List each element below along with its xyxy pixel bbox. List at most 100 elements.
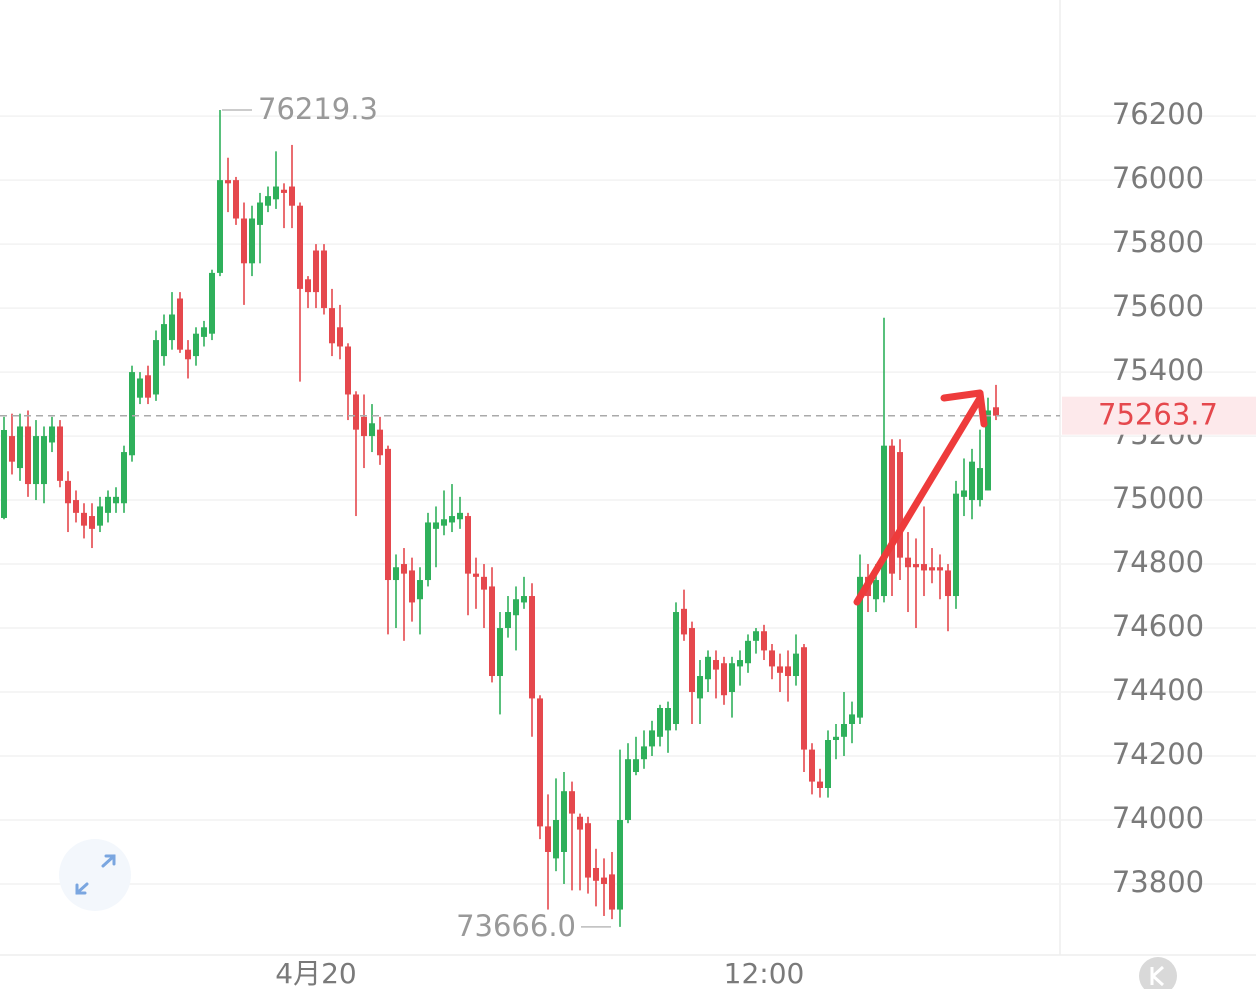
candle-body [825, 740, 831, 788]
candle-body [201, 327, 207, 337]
candle-body [929, 567, 935, 571]
candle-body [873, 580, 879, 600]
candle-body [513, 599, 519, 616]
candle-body [505, 612, 511, 629]
candle-body [81, 512, 87, 526]
candle-body [649, 730, 655, 747]
y-tick-label: 75400 [1112, 353, 1204, 387]
candle-body [633, 759, 639, 772]
candle-body [641, 746, 647, 760]
candle-body [273, 186, 279, 200]
candle-body [601, 877, 607, 884]
candle-body [889, 445, 895, 574]
y-tick-label: 75000 [1112, 481, 1204, 515]
candle-body [585, 823, 591, 878]
y-tick-label: 74200 [1112, 737, 1204, 771]
candle-body [657, 708, 663, 737]
candle-body [65, 480, 71, 504]
candle-body [777, 666, 783, 673]
low-label: 73666.0 [456, 909, 576, 943]
candle-body [137, 378, 143, 398]
candle-body [969, 461, 975, 501]
candle-body [25, 426, 31, 485]
candle-body [977, 468, 983, 501]
candle-body [681, 608, 687, 635]
candle-body [361, 416, 367, 437]
candle-body [313, 250, 319, 293]
candle-body [177, 298, 183, 350]
candle-body [265, 196, 271, 206]
candle-body [721, 663, 727, 696]
expand-icon [75, 854, 116, 895]
candle-body [697, 676, 703, 699]
y-tick-label: 74600 [1112, 609, 1204, 643]
candle-body [57, 426, 63, 481]
candle-body [161, 324, 167, 357]
candle-body [217, 180, 223, 273]
candle-body [329, 308, 335, 344]
candle-body [521, 596, 527, 603]
candle-body [49, 426, 55, 443]
y-tick-label: 73800 [1112, 865, 1204, 899]
candle-body [921, 564, 927, 571]
candle-body [289, 186, 295, 206]
candle-body [33, 436, 39, 485]
candle-body [457, 512, 463, 520]
candle-body [393, 567, 399, 581]
candle-body [489, 586, 495, 677]
candle-body [441, 519, 447, 526]
high-label: 76219.3 [258, 92, 378, 126]
candle-body [153, 340, 159, 395]
candle-body [169, 314, 175, 341]
candle-body [97, 506, 103, 526]
candle-body [881, 445, 887, 597]
candle-body [337, 327, 343, 347]
candle-body [897, 452, 903, 558]
candle-body [41, 436, 47, 485]
candle-body [569, 791, 575, 814]
candle-body [225, 180, 231, 184]
candle-body [833, 736, 839, 741]
candle-body [625, 759, 631, 820]
candle-body [209, 272, 215, 334]
y-tick-label: 76200 [1112, 97, 1204, 131]
candle-body [409, 570, 415, 603]
candle-body [537, 698, 543, 827]
candle-body [905, 557, 911, 568]
candle-body [377, 429, 383, 456]
candle-body [785, 666, 791, 677]
candle-body [129, 372, 135, 456]
candle-body [745, 640, 751, 664]
candle-body [849, 714, 855, 725]
candle-body [617, 819, 623, 910]
candle-body [401, 564, 407, 574]
candle-body [937, 567, 943, 571]
candle-body [809, 749, 815, 782]
candle-body [433, 522, 439, 529]
candle-body [689, 628, 695, 693]
candle-body [945, 570, 951, 597]
candle-body [529, 596, 535, 699]
candle-body [673, 612, 679, 725]
candle-body [553, 819, 559, 859]
candle-body [257, 202, 263, 225]
candle-body [73, 500, 79, 513]
candle-body [449, 516, 455, 523]
candle-body [753, 631, 759, 641]
candle-body [465, 516, 471, 574]
candle-body [593, 867, 599, 881]
candle-body [481, 576, 487, 590]
candle-body [113, 496, 119, 504]
candle-body [713, 660, 719, 670]
expand-button [59, 839, 131, 911]
candle-body [233, 180, 239, 219]
candle-body [105, 496, 111, 513]
candle-body [17, 426, 23, 469]
y-tick-label: 75600 [1112, 289, 1204, 323]
candle-body [737, 660, 743, 667]
candle-body [345, 346, 351, 395]
candle-body [193, 333, 199, 357]
candle-body [297, 205, 303, 289]
candle-body [497, 628, 503, 677]
